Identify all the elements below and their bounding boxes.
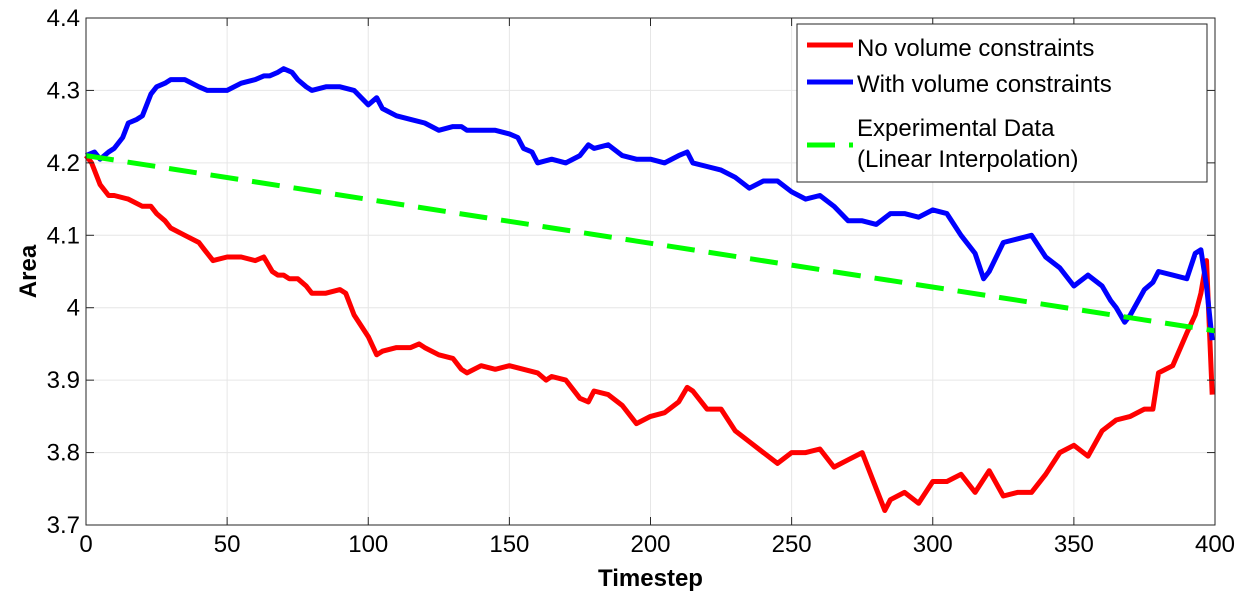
y-tick-label: 4.4 [47, 5, 80, 32]
y-tick-label: 4 [67, 295, 80, 322]
legend-label-2: (Linear Interpolation) [857, 146, 1078, 173]
x-tick-label: 100 [348, 531, 388, 558]
series-line-0 [84, 154, 1215, 513]
series-line-2 [85, 153, 1216, 334]
x-tick-label: 50 [214, 531, 241, 558]
x-tick-label: 150 [489, 531, 529, 558]
y-tick-label: 4.2 [47, 150, 80, 177]
y-tick-labels: 3.7 3.8 3.9 4 4.1 4.2 4.3 4.4 [47, 5, 80, 539]
y-tick-label: 4.3 [47, 77, 80, 104]
series-layer [84, 66, 1216, 513]
y-axis-title: Area [15, 244, 42, 298]
legend-label-1: With volume constraints [857, 71, 1112, 98]
y-tick-label: 3.9 [47, 367, 80, 394]
axis-ticks [85, 17, 1216, 526]
legend-label-0: No volume constraints [857, 35, 1094, 62]
x-tick-label: 350 [1054, 531, 1094, 558]
y-tick-label: 3.8 [47, 440, 80, 467]
x-tick-labels: 0 50 100 150 200 250 300 350 400 [79, 531, 1235, 558]
x-tick-label: 300 [913, 531, 953, 558]
legend-label-2: Experimental Data [857, 115, 1055, 142]
legend: No volume constraints With volume constra… [796, 23, 1208, 183]
x-axis-title: Timestep [598, 565, 703, 592]
y-tick-label: 3.7 [47, 512, 80, 539]
y-tick-label: 4.1 [47, 222, 80, 249]
series-line-1 [85, 66, 1215, 341]
x-tick-label: 200 [630, 531, 670, 558]
x-tick-label: 0 [79, 531, 92, 558]
legend-box [796, 23, 1208, 183]
x-tick-label: 250 [772, 531, 812, 558]
x-tick-label: 400 [1195, 531, 1235, 558]
